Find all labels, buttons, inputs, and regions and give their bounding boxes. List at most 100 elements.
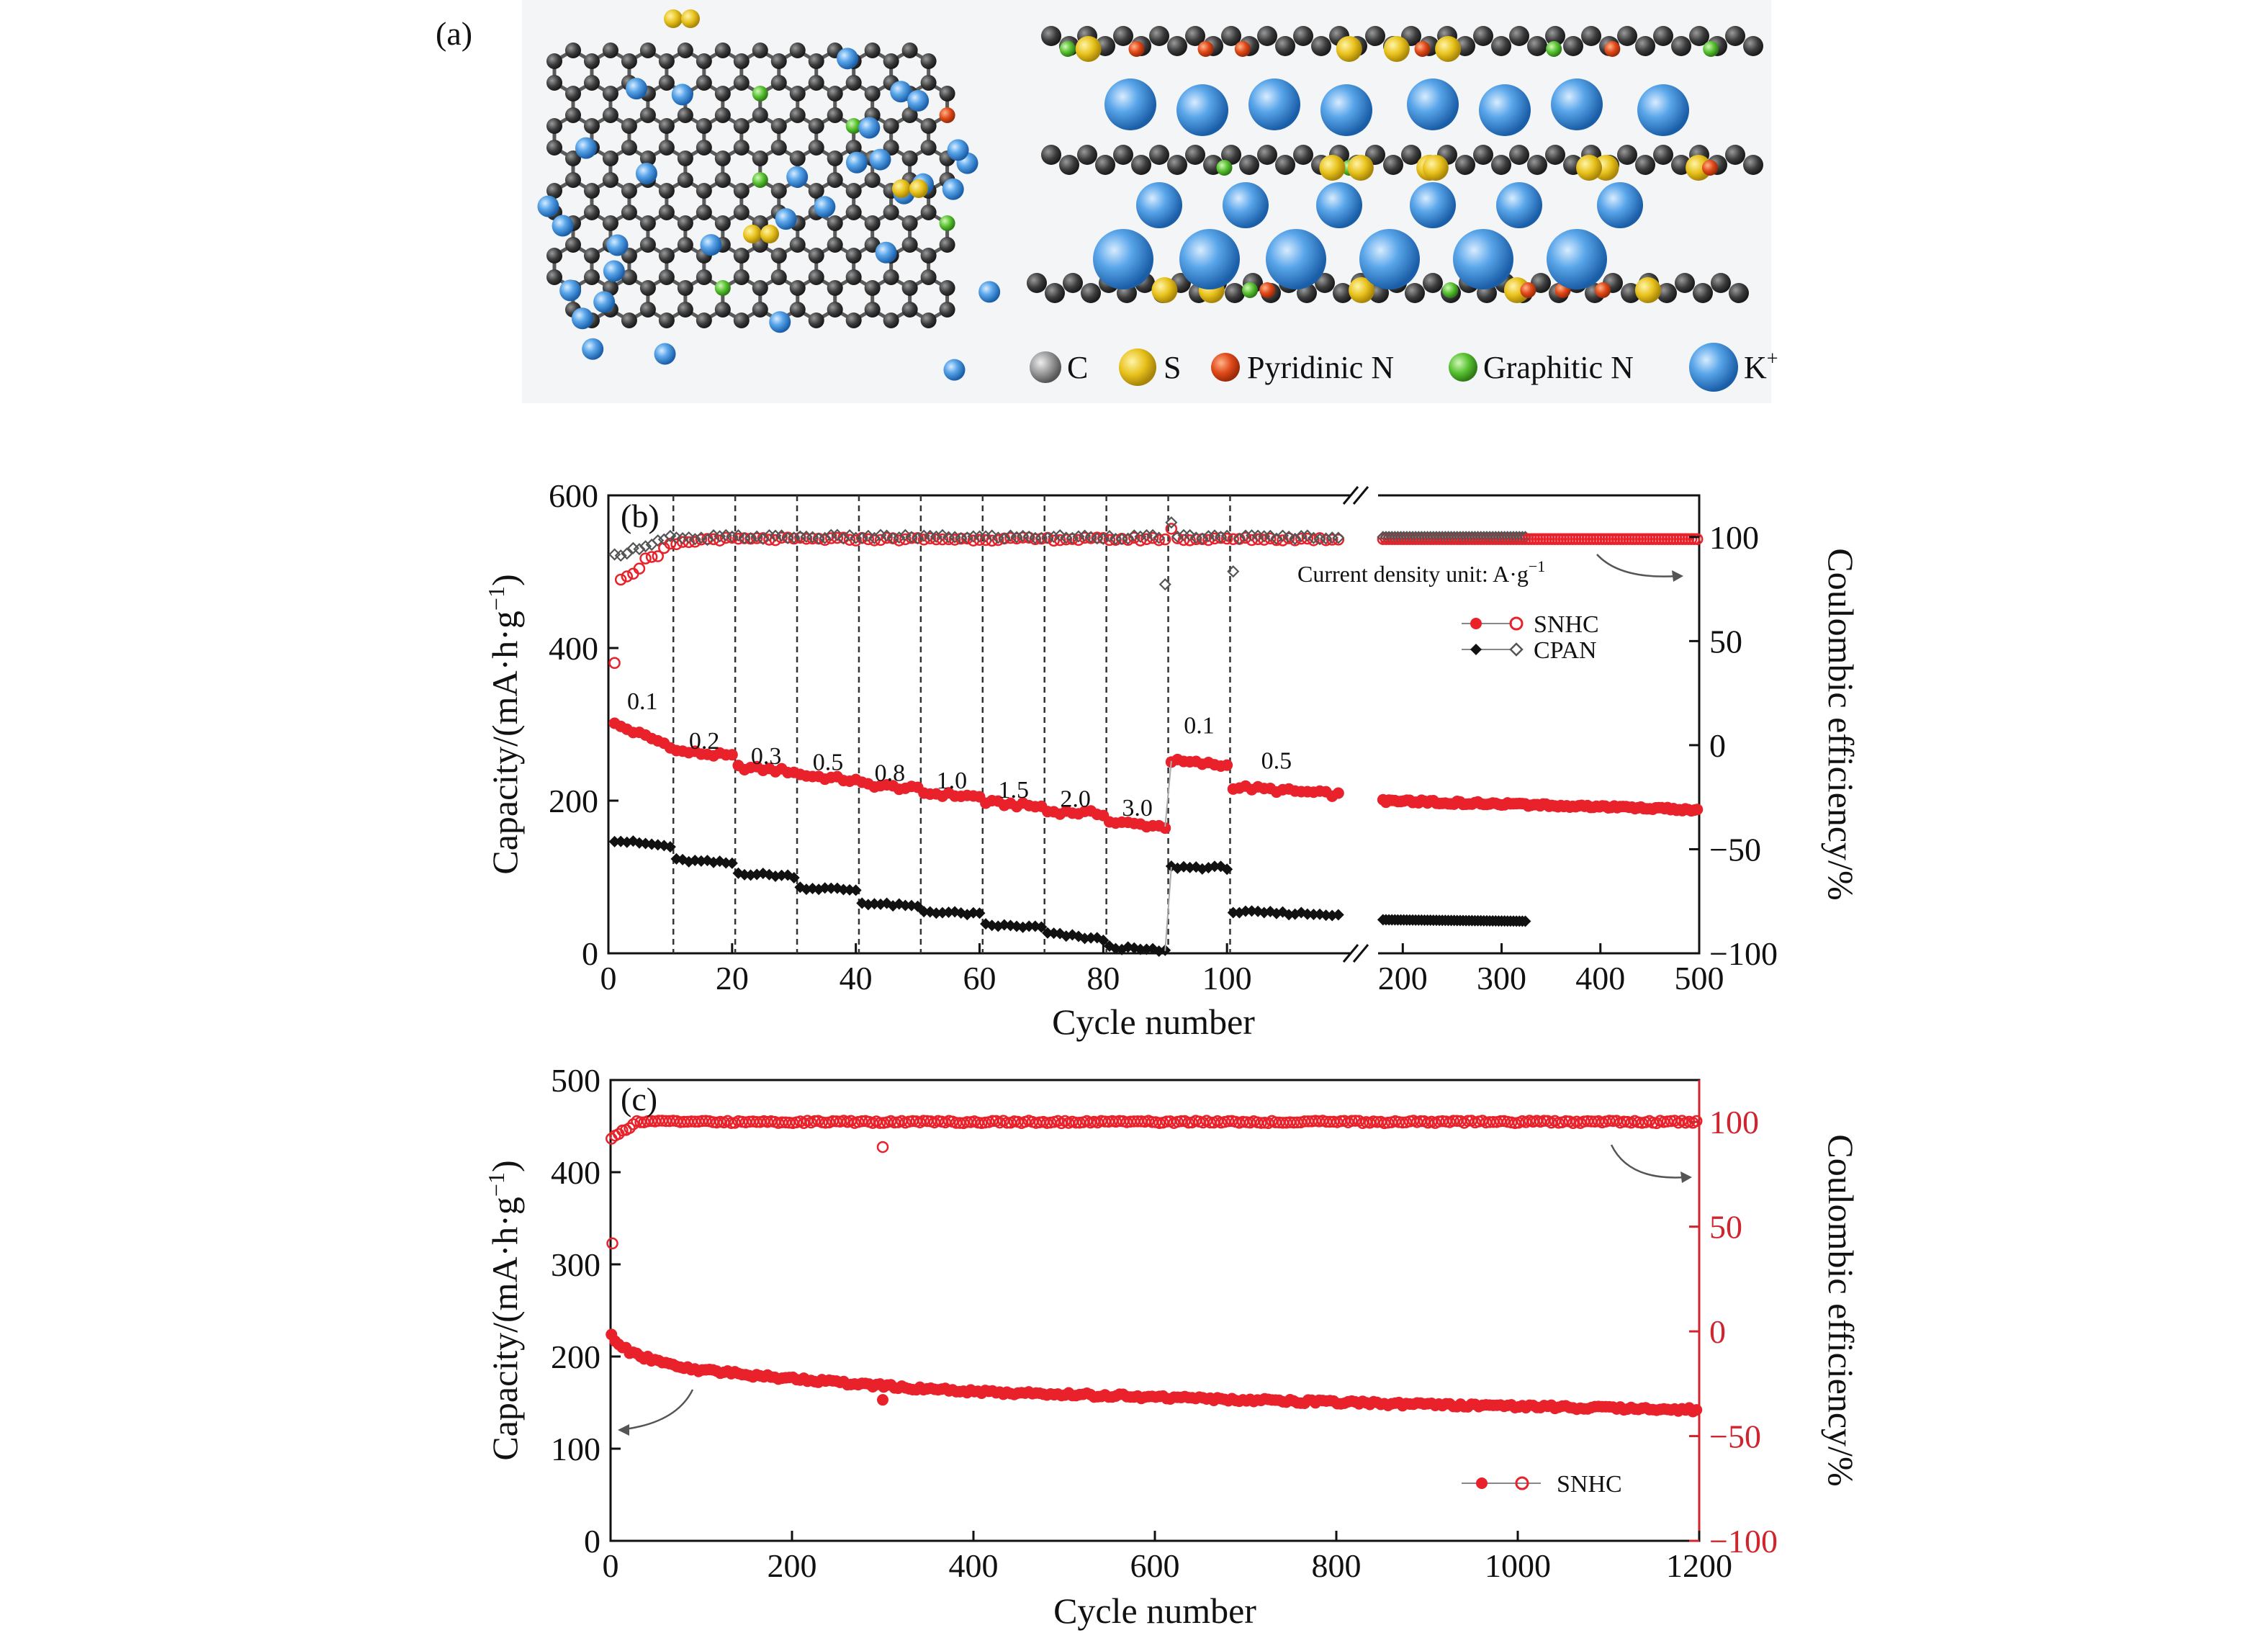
k-ion: [537, 195, 559, 217]
carbon-atom: [1743, 155, 1763, 175]
snhc-ce-point: [1175, 1115, 1187, 1128]
snhc-ce-point: [652, 550, 664, 562]
k-ion: [869, 148, 891, 171]
carbon-atom: [677, 42, 693, 58]
carbon-atom: [733, 269, 750, 285]
carbon-atom: [789, 237, 806, 253]
snhc-ce-point: [1189, 533, 1202, 546]
carbon-atom: [1581, 26, 1601, 46]
carbon-atom: [1675, 273, 1695, 293]
panel-c-label: (c): [621, 1081, 657, 1117]
dopant-atom: [1520, 282, 1536, 298]
axis-break-gap-b: [1351, 490, 1378, 959]
snhc-ce-point: [714, 534, 726, 546]
snhc-ce-point: [1182, 1116, 1194, 1129]
carbon-atom: [1509, 26, 1529, 46]
efficiency-arrowhead-c: [1680, 1171, 1692, 1183]
cpan-capacity-point: [739, 868, 751, 881]
cpan-capacity-point: [608, 835, 621, 847]
carbon-atom: [564, 107, 581, 123]
carbon-atom: [1405, 283, 1425, 303]
carbon-atom: [1729, 283, 1749, 303]
legend-c-swatch: [1030, 351, 1061, 383]
dopant-atom: [1259, 282, 1276, 298]
coulombic-efficiency-markers-b: [608, 516, 1704, 670]
y-tick-label: 0: [582, 935, 598, 972]
carbon-atom: [1077, 145, 1097, 165]
carbon-atom: [696, 269, 712, 285]
carbon-atom: [621, 183, 637, 199]
carbon-atom: [1527, 36, 1547, 56]
x-axis-ticks-c: 0 200 400 600 800 1000 1200: [603, 1531, 1732, 1584]
carbon-atom: [602, 86, 618, 102]
carbon-atom: [714, 42, 731, 58]
snhc-ce-point: [1153, 534, 1165, 546]
carbon-atom: [1257, 26, 1277, 46]
legend-snhc-ce-marker: [1509, 616, 1524, 631]
k-ion: [606, 234, 629, 256]
carbon-atom: [864, 172, 881, 188]
cpan-capacity-point: [973, 907, 986, 919]
snhc-ce-point: [1239, 531, 1252, 544]
carbon-atom: [845, 269, 862, 285]
carbon-atom: [714, 150, 731, 166]
snhc-ce-point: [634, 1116, 647, 1128]
y-left-title-b: Capacity/(mA·h·g−1): [483, 574, 525, 874]
carbon-atom: [901, 215, 918, 231]
current-density-note: Current density unit: A·g−1: [1297, 557, 1545, 587]
x-tick-label: 100: [1202, 960, 1252, 997]
k-ion: [978, 281, 1001, 303]
k-ion: [559, 279, 582, 302]
legend-c-snhc-ce-marker: [1515, 1476, 1529, 1490]
snhc-ce-point: [1494, 1115, 1507, 1128]
snhc-ce-point: [1048, 534, 1060, 547]
k-ion: [582, 338, 604, 360]
carbon-atom: [677, 150, 693, 166]
rate-label: 0.5: [813, 750, 844, 776]
k-ion: [700, 234, 722, 256]
snhc-capacity-point: [1691, 804, 1704, 816]
carbon-atom: [1545, 145, 1565, 165]
carbon-atom: [714, 86, 731, 102]
legend-c-snhc-label: SNHC: [1557, 1471, 1622, 1498]
carbon-atom: [677, 280, 693, 296]
dopant-atom: [1075, 36, 1102, 62]
carbon-atom: [733, 75, 750, 91]
snhc-ce-point: [775, 531, 788, 544]
carbon-atom: [1693, 283, 1713, 303]
carbon-atom: [1473, 26, 1493, 46]
cpan-capacity-point: [1332, 909, 1344, 921]
legend-s-swatch: [1119, 348, 1156, 386]
cpan-ce-point: [1158, 578, 1171, 591]
k-ion: [654, 343, 676, 365]
k-ion: [875, 241, 897, 264]
k-ion: [1176, 84, 1228, 136]
carbon-atom: [752, 302, 768, 318]
carbon-atom: [546, 53, 562, 69]
snhc-ce-point: [614, 573, 627, 586]
carbon-atom: [1041, 26, 1061, 46]
carbon-atom: [677, 172, 693, 188]
carbon-atom: [827, 86, 843, 102]
dopant-atom: [1319, 155, 1346, 181]
carbon-atom: [1423, 273, 1443, 293]
carbon-atom: [789, 86, 806, 102]
rate-label: 0.8: [875, 760, 906, 786]
k-ion: [769, 311, 791, 333]
carbon-atom: [901, 42, 918, 58]
efficiency-arrow-c: [1610, 1144, 1686, 1179]
carbon-atom: [658, 53, 675, 69]
k-ion: [1320, 84, 1372, 136]
cpan-capacity-point: [1134, 943, 1146, 955]
carbon-atom: [939, 280, 955, 296]
snhc-ce-point: [1308, 534, 1320, 546]
carbon-atom: [770, 53, 787, 69]
cpan-ce-point: [1227, 565, 1240, 578]
snhc-ce-point: [942, 533, 955, 546]
k-ion: [593, 291, 616, 313]
cpan-ce-point: [621, 547, 634, 560]
x-tick-label: 200: [1378, 960, 1428, 997]
dopant-atom: [1546, 41, 1562, 57]
carbon-atom: [1617, 26, 1637, 46]
